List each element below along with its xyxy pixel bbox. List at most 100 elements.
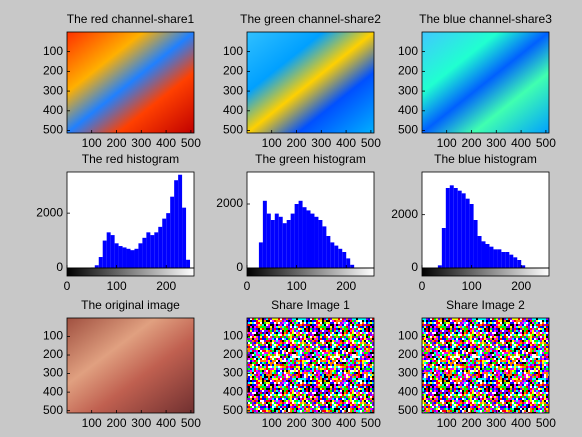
image bbox=[422, 32, 549, 133]
y-tick-label: 0 bbox=[56, 260, 63, 274]
histogram-bar bbox=[106, 232, 111, 268]
y-tick-label: 0 bbox=[236, 260, 243, 274]
histogram-bar bbox=[170, 196, 175, 268]
histogram-bar bbox=[278, 216, 283, 268]
x-tick-label: 500 bbox=[181, 416, 201, 430]
x-tick-label: 100 bbox=[107, 279, 127, 293]
y-tick-label: 100 bbox=[223, 329, 243, 343]
y-tick-label: 500 bbox=[398, 403, 418, 417]
y-tick-label: 300 bbox=[223, 366, 243, 380]
x-tick-label: 400 bbox=[156, 136, 176, 150]
y-tick-label: 100 bbox=[223, 44, 243, 58]
histogram-bar bbox=[473, 220, 478, 268]
colorbar bbox=[66, 267, 195, 277]
histogram-bar bbox=[449, 185, 454, 268]
histogram-bar bbox=[158, 226, 163, 268]
histogram-bar bbox=[258, 242, 263, 268]
x-tick-label: 100 bbox=[262, 136, 282, 150]
x-tick-label: 100 bbox=[262, 416, 282, 430]
histogram-bar bbox=[94, 265, 99, 268]
subplot-title: The red histogram bbox=[82, 152, 179, 166]
histogram-bar bbox=[274, 213, 279, 268]
y-tick-label: 100 bbox=[43, 329, 63, 343]
subplot-title: Share Image 2 bbox=[446, 298, 525, 312]
histogram-bar bbox=[441, 228, 446, 268]
y-tick-label: 200 bbox=[398, 347, 418, 361]
x-tick-label: 200 bbox=[286, 136, 306, 150]
y-tick-label: 500 bbox=[223, 403, 243, 417]
y-tick-label: 300 bbox=[398, 366, 418, 380]
histogram-bar bbox=[489, 246, 494, 268]
histogram-bar bbox=[445, 188, 450, 268]
x-tick-label: 400 bbox=[511, 416, 531, 430]
histogram-bar bbox=[517, 260, 522, 268]
histogram-bar bbox=[477, 236, 482, 268]
histogram-bar bbox=[437, 265, 442, 268]
subplot-title: The blue histogram bbox=[434, 152, 537, 166]
x-tick-label: 400 bbox=[511, 136, 531, 150]
y-tick-label: 400 bbox=[223, 384, 243, 398]
histogram-bar bbox=[186, 259, 191, 268]
colorbar bbox=[421, 267, 550, 277]
histogram-bar bbox=[134, 248, 139, 268]
x-tick-label: 100 bbox=[82, 416, 102, 430]
histogram-bar bbox=[513, 257, 518, 268]
y-tick-label: 200 bbox=[43, 347, 63, 361]
y-tick-label: 2000 bbox=[36, 205, 63, 219]
histogram-bar bbox=[505, 252, 510, 268]
x-tick-label: 100 bbox=[437, 416, 457, 430]
histogram-bar bbox=[294, 204, 299, 268]
y-tick-label: 400 bbox=[43, 384, 63, 398]
y-tick-label: 0 bbox=[411, 260, 418, 274]
histogram-bar bbox=[314, 216, 319, 268]
x-tick-label: 400 bbox=[156, 416, 176, 430]
histogram-bar bbox=[338, 248, 343, 268]
y-tick-label: 200 bbox=[223, 347, 243, 361]
x-tick-label: 400 bbox=[336, 136, 356, 150]
x-tick-label: 300 bbox=[486, 416, 506, 430]
histogram-bar bbox=[110, 235, 115, 268]
histogram-bar bbox=[118, 246, 123, 268]
image bbox=[247, 32, 374, 133]
subplot-title: The red channel-share1 bbox=[67, 12, 195, 26]
y-tick-label: 500 bbox=[398, 123, 418, 137]
histogram-bar bbox=[122, 247, 127, 268]
y-tick-label: 100 bbox=[398, 44, 418, 58]
histogram-bar bbox=[102, 240, 107, 268]
histogram-bar bbox=[262, 200, 267, 268]
x-tick-label: 500 bbox=[361, 136, 381, 150]
histogram-bar bbox=[162, 218, 167, 268]
x-tick-label: 200 bbox=[286, 416, 306, 430]
y-tick-label: 100 bbox=[398, 329, 418, 343]
histogram-bar bbox=[146, 232, 151, 268]
histogram-bar bbox=[521, 265, 526, 268]
x-tick-label: 200 bbox=[106, 416, 126, 430]
x-tick-label: 500 bbox=[536, 416, 556, 430]
axes-box bbox=[246, 317, 375, 414]
axes-box bbox=[421, 31, 550, 134]
y-tick-label: 500 bbox=[43, 403, 63, 417]
histogram-bar bbox=[266, 213, 271, 268]
y-tick-label: 200 bbox=[43, 64, 63, 78]
histogram-bar bbox=[282, 223, 287, 268]
x-tick-label: 500 bbox=[536, 136, 556, 150]
y-tick-label: 400 bbox=[223, 103, 243, 117]
y-tick-label: 400 bbox=[398, 384, 418, 398]
histogram-bar bbox=[182, 207, 187, 268]
axes-box bbox=[421, 317, 550, 414]
axes-box bbox=[66, 31, 195, 134]
histogram-bar bbox=[481, 241, 486, 268]
histogram-bar bbox=[322, 226, 327, 268]
image bbox=[67, 32, 194, 133]
histogram-bar bbox=[346, 258, 351, 268]
x-tick-label: 0 bbox=[244, 279, 251, 293]
histogram-bar bbox=[465, 198, 470, 268]
histogram-bar bbox=[453, 188, 458, 268]
axes-box bbox=[246, 171, 375, 269]
y-tick-label: 200 bbox=[398, 64, 418, 78]
histogram-bar bbox=[174, 180, 179, 268]
histogram-bar bbox=[457, 190, 462, 268]
x-tick-label: 200 bbox=[156, 279, 176, 293]
y-tick-label: 300 bbox=[398, 83, 418, 97]
